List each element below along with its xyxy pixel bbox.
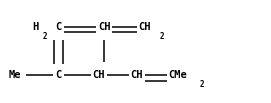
Text: 2: 2 <box>43 32 47 41</box>
Text: 2: 2 <box>160 32 165 41</box>
Text: CH: CH <box>139 22 151 32</box>
Text: C: C <box>55 22 62 32</box>
Text: CH: CH <box>131 70 143 80</box>
Text: CH: CH <box>93 70 105 80</box>
Text: Me: Me <box>9 70 21 80</box>
Text: CH: CH <box>98 22 111 32</box>
Text: 2: 2 <box>200 80 205 89</box>
Text: C: C <box>55 70 62 80</box>
Text: CMe: CMe <box>168 70 187 80</box>
Text: H: H <box>32 22 38 32</box>
